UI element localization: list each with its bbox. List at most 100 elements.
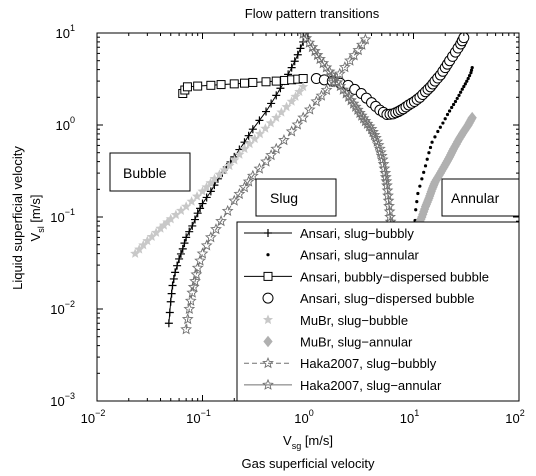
data-point: [260, 123, 271, 133]
data-point: [465, 79, 469, 83]
legend-marker: [264, 229, 272, 237]
data-point: [254, 128, 265, 139]
data-point: [196, 204, 205, 213]
data-point: [347, 97, 360, 109]
data-point: [294, 86, 305, 96]
data-point: [344, 54, 356, 66]
series-layer: [130, 33, 477, 335]
data-point: [423, 164, 428, 168]
data-point: [370, 131, 382, 144]
series-3: [310, 33, 470, 121]
data-point: [167, 289, 176, 298]
data-point: [271, 112, 282, 122]
data-point: [298, 74, 308, 84]
data-point: [466, 76, 470, 81]
data-point: [427, 151, 431, 155]
data-point: [445, 112, 450, 117]
y-tick-label: 10−1: [50, 207, 75, 225]
legend-marker: [263, 335, 273, 348]
data-point: [469, 71, 473, 75]
data-point: [224, 160, 235, 171]
data-point: [267, 99, 276, 108]
data-point: [180, 323, 193, 335]
data-point: [365, 123, 378, 135]
data-point: [246, 169, 259, 181]
axis-ticks: 10−2 10−1 100 101 102 10−3 10−2 10−1 100 101: [50, 23, 524, 426]
data-point: [467, 74, 472, 78]
data-point: [181, 313, 194, 325]
data-point: [425, 157, 429, 161]
data-point: [447, 109, 452, 113]
data-point: [416, 191, 420, 196]
data-point: [384, 210, 396, 223]
data-point: [182, 82, 192, 92]
data-point: [228, 194, 241, 206]
data-point: [290, 57, 299, 66]
data-point: [339, 61, 351, 73]
series-0: [164, 37, 308, 328]
data-point: [216, 80, 226, 90]
data-point: [210, 223, 222, 235]
data-point: [462, 84, 466, 89]
data-point: [278, 134, 290, 146]
data-point: [193, 209, 202, 218]
data-point: [320, 83, 333, 96]
data-point: [261, 77, 271, 87]
data-point: [287, 63, 296, 72]
legend-entry: Haka2007, slug−bubbly: [244, 356, 437, 371]
data-point: [451, 102, 456, 107]
data-point: [296, 44, 305, 53]
data-point: [379, 166, 392, 179]
data-point: [353, 106, 366, 118]
data-point: [351, 103, 364, 115]
data-point: [368, 128, 381, 141]
data-point: [290, 91, 301, 101]
data-point: [300, 33, 313, 44]
data-point: [374, 146, 387, 158]
data-point: [200, 239, 213, 251]
legend-label: MuBr, slug−bubble: [300, 313, 408, 328]
data-point: [355, 38, 368, 50]
data-point: [315, 89, 328, 101]
y-axis-description: Liquid superficial velocity: [10, 146, 25, 290]
legend-entry: MuBr, slug−annular: [263, 335, 413, 350]
x-axis-label: Vsg [m/s]: [283, 433, 333, 451]
data-point: [190, 215, 199, 224]
data-point: [164, 319, 173, 328]
data-point: [469, 68, 474, 72]
data-point: [202, 193, 211, 202]
data-point: [281, 101, 292, 112]
legend-entry: Ansari, slug−annular: [266, 248, 420, 263]
data-point: [169, 274, 178, 283]
data-point: [204, 231, 217, 243]
data-point: [418, 184, 422, 188]
data-point: [165, 308, 174, 317]
data-point: [374, 142, 386, 154]
data-point: [303, 36, 316, 48]
legend-label: Haka2007, slug−bubbly: [300, 356, 437, 371]
legend-marker: [263, 271, 273, 281]
data-point: [428, 145, 433, 150]
data-point: [180, 239, 189, 248]
data-point: [221, 204, 234, 216]
data-point: [380, 175, 393, 187]
y-tick-label: 100: [56, 115, 75, 133]
data-point: [285, 125, 298, 137]
region-label-annular-text: Annular: [451, 190, 500, 206]
legend: Ansari, slug−bubbly Ansari, slug−annular A…: [236, 221, 520, 402]
y-tick-label: 10−2: [50, 299, 75, 317]
data-point: [265, 117, 276, 128]
legend-label: Ansari, slug−dispersed bubble: [300, 291, 475, 306]
legend-entry: MuBr, slug−bubble: [262, 313, 408, 328]
series-4: [130, 81, 309, 258]
data-point: [359, 33, 372, 45]
data-point: [455, 96, 459, 101]
data-point: [310, 95, 323, 107]
data-point: [175, 254, 184, 263]
data-point: [229, 79, 239, 89]
data-point: [345, 94, 357, 106]
data-point: [215, 215, 227, 227]
data-point: [293, 50, 302, 59]
data-point: [463, 82, 467, 86]
legend-entry: Haka2007, slug−annular: [244, 378, 442, 393]
